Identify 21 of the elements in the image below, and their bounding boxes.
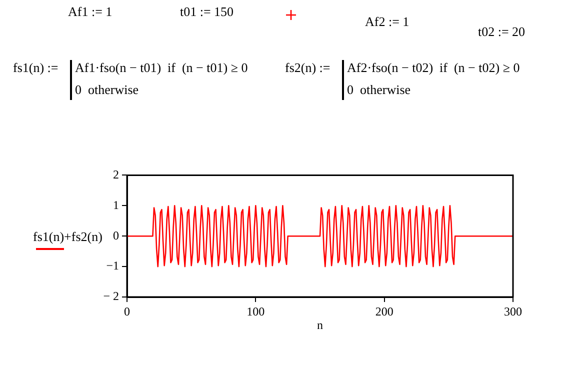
x-tick-label: 200 [375,304,394,318]
text: 0 otherwise [347,82,411,98]
y-tick-label: 2 [113,167,119,182]
x-axis-title: n [317,318,323,332]
text: t02 := 20 [478,24,526,40]
text: Af2·fso(n − t02) if (n − t02) ≥ 0 [347,60,520,76]
x-tick-label: 100 [246,304,265,318]
x-tick-label: 300 [504,304,522,318]
y-tick-label: 1 [113,198,119,212]
text: 0 otherwise [75,82,139,98]
text: fs2(n) := [285,60,330,76]
y-axis-title: fs1(n)+fs2(n) [33,229,102,244]
y-tick-label: −1 [106,258,119,273]
text: Af1·fso(n − t01) if (n − t01) ≥ 0 [75,60,248,76]
text: fs1(n) := [13,60,58,76]
x-tick-label: 0 [124,304,130,318]
y-tick-label: 0 [113,228,119,242]
text: Af1 := 1 [68,4,112,20]
text: Af2 := 1 [365,14,410,30]
y-tick-label: − 2 [103,289,119,304]
text: t01 := 150 [180,4,234,20]
